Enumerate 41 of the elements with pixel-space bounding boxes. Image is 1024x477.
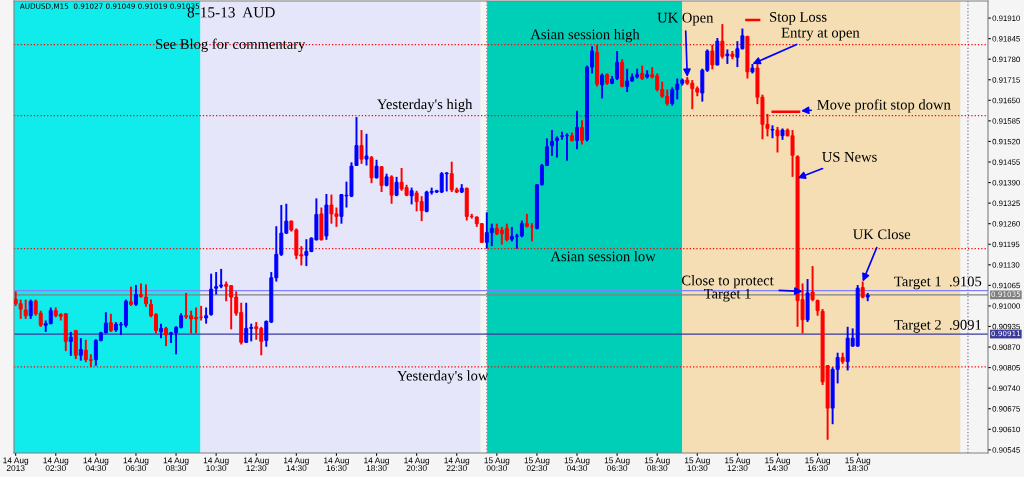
annotation: US News	[822, 151, 877, 162]
x-tick-label: 14 Aug 04:30	[83, 457, 109, 472]
annotation: UK Open	[657, 12, 714, 26]
candlestick	[369, 155, 374, 185]
x-tick-label: 15 Aug 10:30	[684, 457, 710, 472]
x-tick-label: 14 Aug 10:30	[203, 457, 229, 472]
annotation: Yesterday's high	[377, 98, 473, 113]
x-tick-label: 15 Aug 18:30	[845, 457, 871, 472]
x-tick-label: 15 Aug 06:30	[604, 457, 630, 472]
candlestick	[730, 50, 735, 61]
x-tick-label: 15 Aug 14:30	[765, 457, 790, 472]
x-tick-label: 14 Aug 22:30	[444, 457, 470, 472]
x-tick-label: 14 Aug 18:30	[364, 457, 389, 472]
x-tick-label: 15 Aug 08:30	[644, 457, 670, 472]
annotation: Entry at open	[781, 27, 860, 41]
x-tick-label: 14 Aug 12:30	[243, 457, 269, 472]
annotation: Close to protect Target 1	[681, 275, 774, 302]
x-tick-label: 14 Aug 16:30	[324, 457, 349, 472]
x-tick-label: 15 Aug 00:30	[484, 457, 510, 472]
candlestick	[364, 132, 369, 167]
x-tick-label: 14 Aug 14:30	[284, 457, 309, 472]
x-tick-label: 14 Aug 20:30	[404, 457, 430, 472]
annotation: Asian session low	[550, 251, 656, 262]
annotation: Target 1 .9105	[894, 276, 982, 290]
annotation: Asian session high	[530, 29, 640, 43]
candlestick	[725, 48, 730, 65]
x-tick-label: 15 Aug 16:30	[805, 457, 831, 472]
candlestick	[775, 125, 780, 154]
candlestick	[359, 129, 364, 165]
x-tick-label: 14 Aug 02:30	[43, 457, 69, 472]
annotation: UK Close	[853, 228, 911, 240]
x-tick-label: 14 Aug 2013	[3, 457, 29, 472]
candlestick	[750, 62, 755, 75]
x-tick-label: 15 Aug 02:30	[524, 457, 550, 472]
x-tick-label: 15 Aug 04:30	[564, 457, 590, 472]
annotation: Target 2 .9091	[894, 319, 981, 333]
x-tick-label: 14 Aug 06:30	[123, 457, 149, 472]
x-tick-label: 15 Aug 12:30	[725, 457, 750, 472]
annotation: Stop Loss	[770, 12, 827, 25]
x-tick-label: 14 Aug 08:30	[163, 457, 189, 472]
annotation: Move profit stop down	[817, 99, 951, 113]
